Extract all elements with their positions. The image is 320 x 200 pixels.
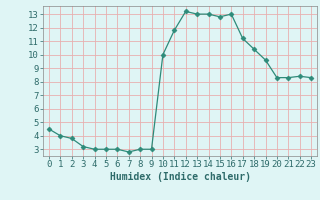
X-axis label: Humidex (Indice chaleur): Humidex (Indice chaleur) — [109, 172, 251, 182]
